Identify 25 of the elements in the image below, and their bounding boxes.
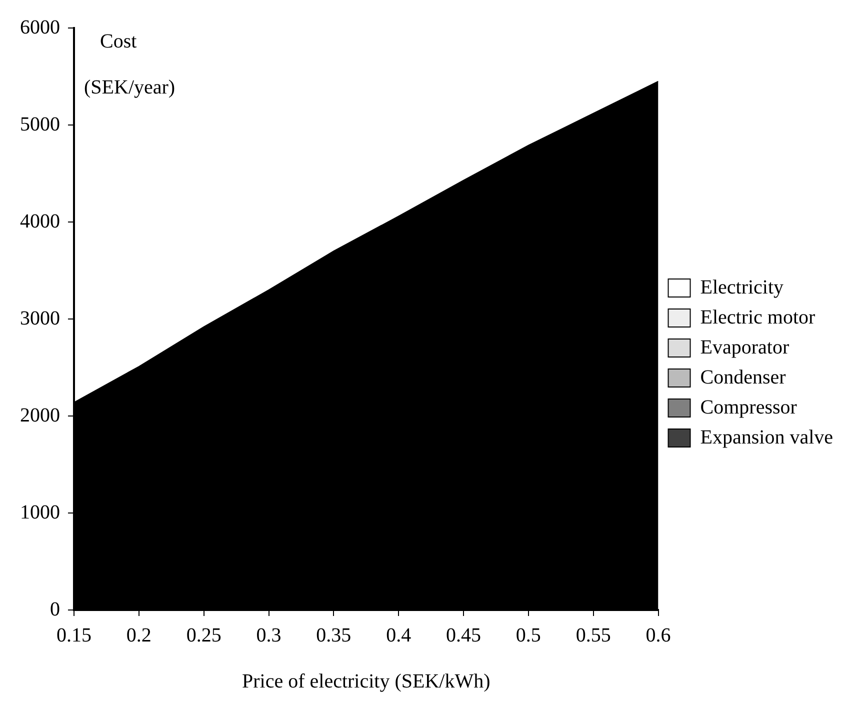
legend-label: Condenser <box>700 366 786 388</box>
x-tick-label: 0.45 <box>446 624 482 646</box>
x-tick-label: 0.55 <box>576 624 611 646</box>
x-tick-label: 0.3 <box>256 624 282 646</box>
x-tick-label: 0.5 <box>516 624 541 646</box>
y-tick-label: 5000 <box>20 113 60 136</box>
y-tick-label: 1000 <box>20 501 60 524</box>
x-tick-label: 0.6 <box>646 624 671 646</box>
y-tick-label: 6000 <box>20 16 60 38</box>
x-axis-title: Price of electricity (SEK/kWh) <box>242 670 490 692</box>
legend-label: Compressor <box>700 396 798 418</box>
legend-label: Electric motor <box>700 306 816 328</box>
y-tick-label: 2000 <box>20 404 60 426</box>
x-tick-label: 0.25 <box>186 624 222 646</box>
x-tick-label: 0.35 <box>316 624 352 646</box>
x-tick-label: 0.2 <box>126 624 152 646</box>
text: Cost (SEK/year) <box>84 30 176 98</box>
y-tick-label: 0 <box>50 598 60 620</box>
legend-label: Electricity <box>700 276 784 298</box>
legend-label: Evaporator <box>700 336 790 358</box>
x-tick-label: 0.4 <box>386 624 412 646</box>
y-tick-label: 3000 <box>20 307 60 330</box>
y-tick-label: 4000 <box>20 210 60 232</box>
x-tick-label: 0.15 <box>56 624 92 646</box>
legend-label: Expansion valve <box>700 426 834 448</box>
